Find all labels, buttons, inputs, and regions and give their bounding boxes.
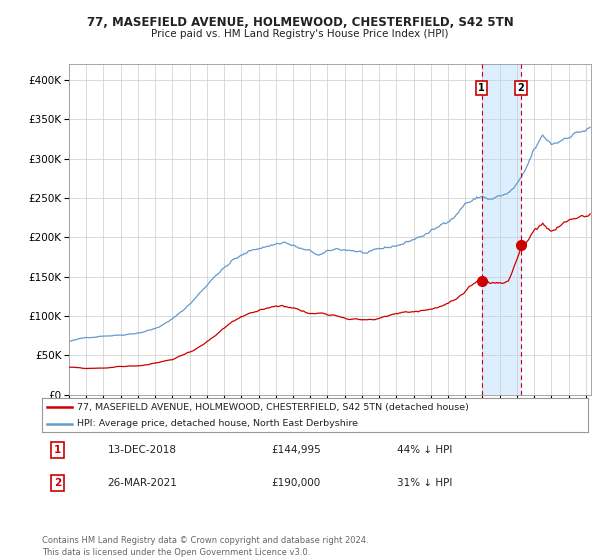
Text: 31% ↓ HPI: 31% ↓ HPI (397, 478, 452, 488)
Text: Price paid vs. HM Land Registry's House Price Index (HPI): Price paid vs. HM Land Registry's House … (151, 29, 449, 39)
Text: 2: 2 (518, 83, 524, 93)
Text: £190,000: £190,000 (271, 478, 320, 488)
Text: 77, MASEFIELD AVENUE, HOLMEWOOD, CHESTERFIELD, S42 5TN (detached house): 77, MASEFIELD AVENUE, HOLMEWOOD, CHESTER… (77, 403, 469, 412)
Text: 77, MASEFIELD AVENUE, HOLMEWOOD, CHESTERFIELD, S42 5TN: 77, MASEFIELD AVENUE, HOLMEWOOD, CHESTER… (86, 16, 514, 29)
Text: 26-MAR-2021: 26-MAR-2021 (107, 478, 178, 488)
Bar (482, 64, 521, 395)
Text: 1: 1 (53, 445, 61, 455)
Text: 2: 2 (53, 478, 61, 488)
Text: Contains HM Land Registry data © Crown copyright and database right 2024.
This d: Contains HM Land Registry data © Crown c… (42, 536, 368, 557)
Text: 13-DEC-2018: 13-DEC-2018 (107, 445, 176, 455)
Text: HPI: Average price, detached house, North East Derbyshire: HPI: Average price, detached house, Nort… (77, 419, 358, 428)
Text: 44% ↓ HPI: 44% ↓ HPI (397, 445, 452, 455)
Text: 1: 1 (478, 83, 485, 93)
Text: £144,995: £144,995 (271, 445, 321, 455)
